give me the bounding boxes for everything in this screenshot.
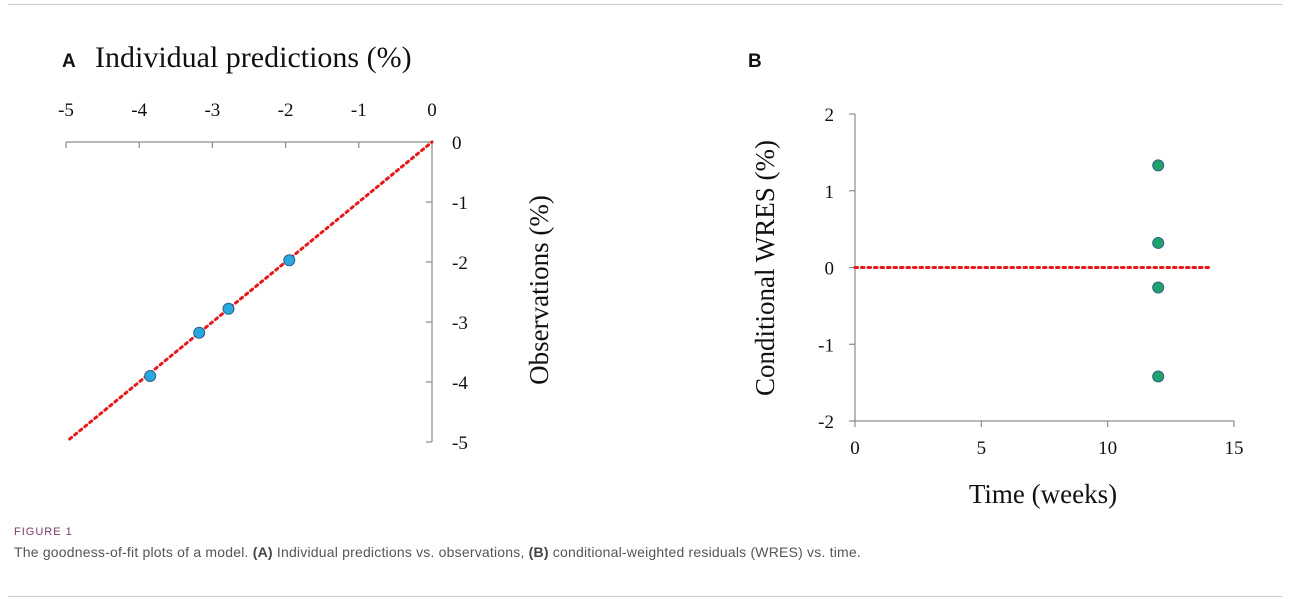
panel-a-data-point: [144, 370, 157, 382]
caption-b-text: conditional-weighted residuals (WRES) vs…: [548, 544, 861, 560]
panel-b-data-point: [1152, 281, 1165, 294]
panel-b-data-point: [1152, 159, 1165, 172]
panel-b-y-ticks: 2 1 0 -1 -2: [818, 105, 855, 433]
panel-a-y-tick-label: -4: [452, 373, 468, 394]
panel-a-data-point: [222, 302, 235, 315]
panel-a-label: A: [62, 51, 76, 72]
panel-a-y-tick-label: -1: [452, 193, 468, 214]
panel-b-data-point: [1152, 370, 1165, 383]
panel-b-xlabel: Time (weeks): [969, 479, 1117, 509]
panel-b-y-tick-label: -1: [818, 335, 834, 356]
panel-b-data-point: [1152, 236, 1165, 249]
panel-b-y-tick-label: 0: [825, 259, 835, 280]
panel-a-x-tick-label: -1: [351, 100, 367, 121]
figure-caption: FIGURE 1 The goodness-of-fit plots of a …: [14, 526, 1274, 560]
panel-a-y-tick-label: -3: [452, 313, 468, 334]
figure-charts: A Individual predictions (%) Observation…: [58, 41, 1244, 509]
panel-a: A Individual predictions (%) Observation…: [58, 41, 554, 454]
panel-b-x-ticks: 0 5 10 15: [850, 421, 1244, 459]
caption-intro: The goodness-of-fit plots of a model.: [14, 544, 253, 560]
panel-b-y-tick-label: 1: [825, 182, 835, 203]
panel-a-y-tick-label: -2: [452, 253, 468, 274]
panel-a-y-tick-label: -5: [452, 433, 468, 454]
panel-b: B Conditional WRES (%) Time (weeks) 0 5 10…: [748, 51, 1244, 509]
panel-a-y-tick-label: 0: [452, 133, 462, 154]
panel-b-x-tick-label: 15: [1225, 438, 1244, 459]
panel-a-points: [144, 254, 296, 382]
panel-b-x-tick-label: 10: [1098, 438, 1117, 459]
caption-a-tag: (A): [252, 544, 273, 560]
panel-a-identity-line: [68, 140, 434, 441]
caption-b-tag: (B): [528, 544, 549, 560]
panel-a-x-tick-label: -5: [58, 100, 74, 121]
panel-a-x-tick-label: -3: [204, 100, 220, 121]
panel-b-label: B: [748, 51, 762, 72]
panel-a-data-point: [283, 254, 296, 267]
panel-a-x-ticks: -5 -4 -3 -2 -1 0: [58, 100, 437, 148]
panel-a-title: Individual predictions (%): [95, 41, 412, 74]
panel-a-data-point: [193, 326, 206, 339]
panel-b-x-tick-label: 0: [850, 438, 860, 459]
panel-b-ylabel: Conditional WRES (%): [750, 140, 780, 396]
panel-a-x-tick-label: -2: [278, 100, 294, 121]
panel-a-x-tick-label: -4: [131, 100, 147, 121]
figure-label: FIGURE 1: [14, 526, 73, 538]
panel-a-ylabel: Observations (%): [524, 195, 554, 385]
figure-caption-text: The goodness-of-fit plots of a model. (A…: [14, 544, 1274, 560]
panel-b-y-tick-label: 2: [825, 105, 835, 126]
panel-b-points: [1152, 159, 1165, 383]
panel-b-y-tick-label: -2: [818, 412, 834, 433]
caption-a-text: Individual predictions vs. observations,: [272, 544, 529, 560]
panel-b-x-tick-label: 5: [977, 438, 987, 459]
figure-frame: [8, 4, 1282, 597]
panel-a-x-tick-label: 0: [427, 100, 437, 121]
